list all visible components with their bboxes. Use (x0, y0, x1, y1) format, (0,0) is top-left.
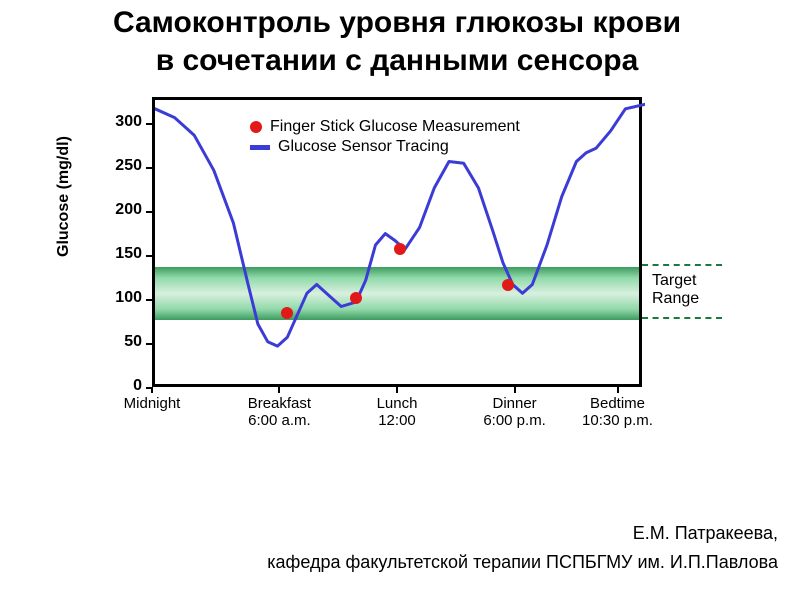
x-tick-label: Lunch12:00 (377, 395, 418, 430)
x-tick-label: Dinner6:00 p.m. (483, 395, 546, 430)
title-line-2: в сочетании с данными сенсора (156, 44, 639, 77)
legend-row-sensor: Glucose Sensor Tracing (250, 138, 520, 156)
author-name: Е.М. Патракеева, (267, 519, 778, 548)
x-tick-label: Breakfast6:00 a.m. (248, 395, 311, 430)
fingerstick-point (350, 292, 362, 304)
legend-marker-icon (250, 121, 262, 133)
y-tick-label: 300 (102, 113, 142, 131)
y-tick-label: 100 (102, 289, 142, 307)
plot-area: Finger Stick Glucose Measurement Glucose… (152, 97, 642, 387)
glucose-chart: Glucose (mg/dl) 050100150200250300 Finge… (77, 87, 717, 447)
fingerstick-point (281, 307, 293, 319)
y-tick-label: 0 (102, 377, 142, 395)
y-tick-label: 250 (102, 157, 142, 175)
y-axis-label: Glucose (mg/dl) (55, 136, 73, 257)
slide-title: Самоконтроль уровня глюкозы крови в соче… (0, 0, 794, 79)
fingerstick-point (502, 279, 514, 291)
target-dash-bottom (642, 317, 722, 319)
legend-sensor-label: Glucose Sensor Tracing (278, 138, 449, 156)
target-dash-top (642, 264, 722, 266)
legend-line-icon (250, 145, 270, 150)
fingerstick-point (394, 243, 406, 255)
legend: Finger Stick Glucose Measurement Glucose… (250, 118, 520, 158)
target-range-label: TargetRange (652, 272, 699, 307)
legend-row-fingerstick: Finger Stick Glucose Measurement (250, 118, 520, 136)
x-tick-label: Midnight (124, 395, 181, 412)
title-line-1: Самоконтроль уровня глюкозы крови (113, 6, 681, 39)
footer: Е.М. Патракеева, кафедра факультетской т… (267, 519, 778, 577)
y-tick-label: 50 (102, 333, 142, 351)
y-tick-label: 150 (102, 245, 142, 263)
author-affiliation: кафедра факультетской терапии ПСПБГМУ им… (267, 548, 778, 577)
y-tick-label: 200 (102, 201, 142, 219)
legend-fingerstick-label: Finger Stick Glucose Measurement (270, 118, 520, 136)
x-tick-label: Bedtime10:30 p.m. (582, 395, 653, 430)
